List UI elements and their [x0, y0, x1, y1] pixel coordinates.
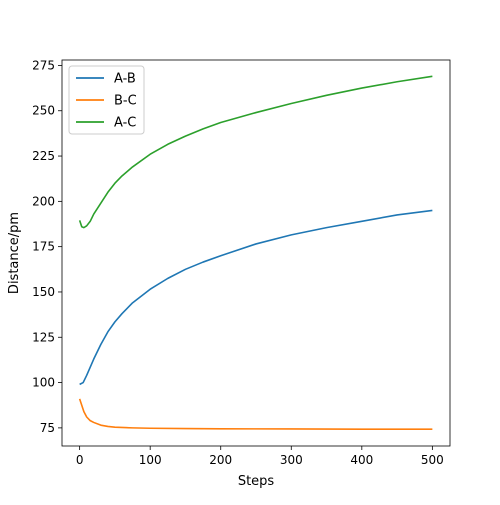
series-line-a-c	[78, 75, 433, 229]
plot-frame	[61, 59, 451, 447]
y-axis-label: Distance/pm	[7, 212, 22, 294]
legend-frame	[68, 65, 145, 135]
y-tick-label: 250	[32, 104, 55, 118]
y-tick-label: 200	[32, 194, 55, 208]
y-tick-label: 225	[32, 149, 55, 163]
legend: A-B B-C A-C	[68, 65, 145, 135]
y-tick-label: 100	[32, 376, 55, 390]
x-tick-label: 500	[421, 453, 444, 467]
series-line-a-b	[79, 209, 433, 386]
y-tick-label: 150	[32, 285, 55, 299]
y-tick-label: 275	[32, 58, 55, 72]
x-tick-label: 300	[280, 453, 303, 467]
x-tick-label: 100	[139, 453, 162, 467]
legend-label-b-c: B-C	[114, 94, 137, 109]
legend-label-a-c: A-C	[114, 116, 136, 131]
series-line-b-c	[78, 398, 433, 430]
y-tick-label: 75	[40, 421, 55, 435]
legend-label-a-b: A-B	[114, 72, 136, 87]
x-tick-label: 400	[350, 453, 373, 467]
y-tick-label: 175	[32, 240, 55, 254]
series-lines	[78, 75, 433, 430]
x-axis-label: Steps	[238, 474, 275, 489]
axis-ticks: 0 100 200 300 400 500 75 100 125 150 175 200 225 250 2…	[32, 58, 444, 467]
x-tick-label: 0	[76, 453, 84, 467]
y-tick-label: 125	[32, 330, 55, 344]
x-tick-label: 200	[209, 453, 232, 467]
